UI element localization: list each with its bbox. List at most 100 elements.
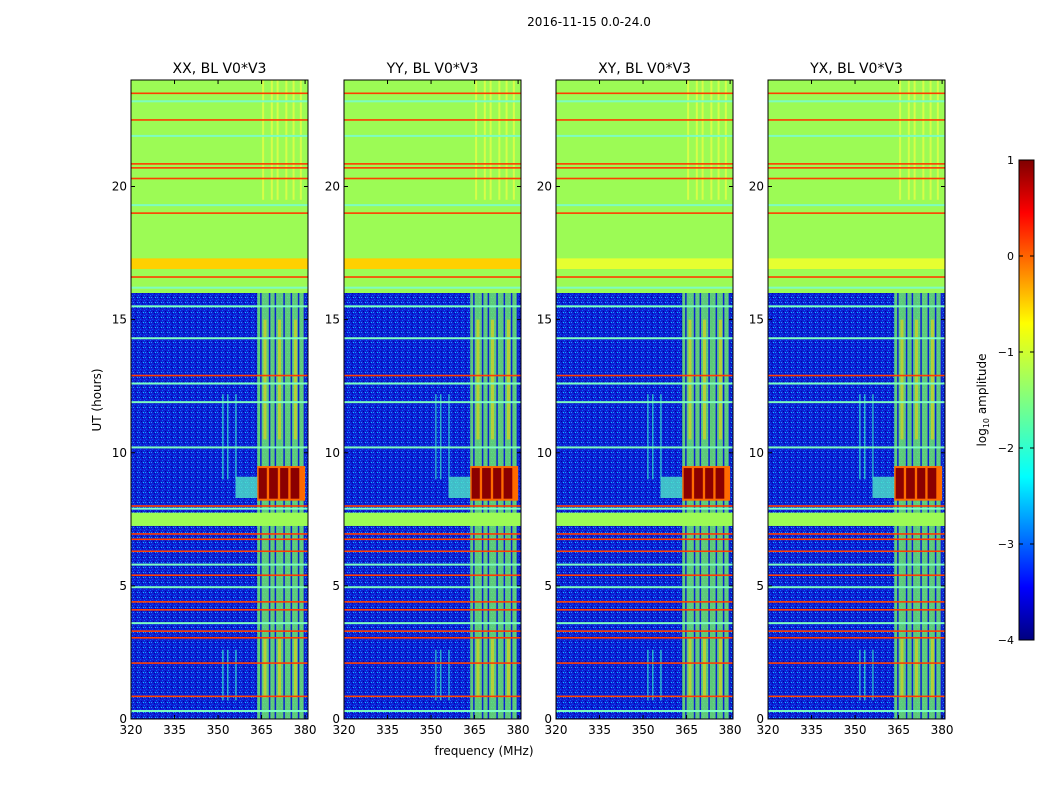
rfi-yellow-0 bbox=[476, 319, 480, 440]
flag-column-1 bbox=[270, 80, 273, 200]
event-core-2 bbox=[705, 468, 714, 499]
red-line-3 bbox=[344, 630, 521, 632]
streak-low-0 bbox=[647, 649, 649, 701]
y-tick-label: 5 bbox=[756, 579, 764, 593]
flag-column-3 bbox=[710, 80, 713, 200]
y-tick-label: 15 bbox=[749, 313, 764, 327]
y-tick-label: 0 bbox=[544, 712, 552, 726]
flag-column-5 bbox=[936, 80, 939, 200]
red-line-13 bbox=[768, 212, 945, 214]
rfi-yellow-low-0 bbox=[900, 639, 904, 698]
event-core-0 bbox=[683, 468, 692, 499]
cyan-line-12 bbox=[556, 134, 733, 137]
cyan-line-9 bbox=[344, 305, 521, 308]
cyan-line-11 bbox=[131, 204, 308, 207]
cyan-line-8 bbox=[131, 337, 308, 340]
cyan-line-4 bbox=[556, 507, 733, 510]
cyan-line-10 bbox=[768, 286, 945, 289]
flag-column-2 bbox=[276, 80, 279, 200]
panel-frame bbox=[555, 79, 734, 720]
colorbar: log10 amplitude 10−1−2−3−4 bbox=[975, 154, 1035, 647]
event-core-1 bbox=[906, 468, 915, 499]
cyan-line-9 bbox=[556, 305, 733, 308]
event-core-3 bbox=[503, 468, 513, 499]
x-tick-label: 320 bbox=[333, 723, 356, 737]
colorbar-tick-label: −2 bbox=[998, 442, 1014, 455]
flag-column-1 bbox=[695, 80, 698, 200]
flag-column-0 bbox=[687, 80, 690, 200]
cyan-line-4 bbox=[344, 507, 521, 510]
y-tick-label: 0 bbox=[119, 712, 127, 726]
flag-column-4 bbox=[717, 80, 720, 200]
cyan-line-12 bbox=[768, 134, 945, 137]
red-line-18 bbox=[556, 92, 733, 95]
red-line-8 bbox=[768, 538, 945, 541]
red-line-9 bbox=[556, 533, 733, 535]
event-core-0 bbox=[258, 468, 267, 499]
cyan-line-3 bbox=[556, 563, 733, 566]
cyan-line-11 bbox=[768, 204, 945, 207]
red-line-6 bbox=[768, 574, 945, 577]
red-line-2 bbox=[131, 636, 308, 639]
red-line-13 bbox=[344, 212, 521, 214]
yellow-band bbox=[344, 258, 521, 270]
y-tick-label: 5 bbox=[119, 579, 127, 593]
x-tick-label: 365 bbox=[463, 723, 486, 737]
red-line-5 bbox=[768, 601, 945, 603]
rfi-yellow-low-1 bbox=[914, 639, 918, 698]
x-tick-label: 350 bbox=[420, 723, 443, 737]
cyan-line-8 bbox=[556, 337, 733, 340]
rfi-yellow-low-1 bbox=[490, 639, 494, 698]
red-line-5 bbox=[131, 601, 308, 603]
red-line-8 bbox=[556, 538, 733, 541]
flag-column-1 bbox=[907, 80, 910, 200]
red-line-15 bbox=[768, 167, 945, 169]
y-axis-label: UT (hours) bbox=[90, 368, 104, 431]
flagged-block-0 bbox=[344, 512, 521, 526]
cyan-line-3 bbox=[131, 563, 308, 566]
x-tick-label: 335 bbox=[376, 723, 399, 737]
cyan-line-0 bbox=[344, 710, 521, 713]
red-line-1 bbox=[131, 662, 308, 664]
flag-column-3 bbox=[285, 80, 288, 200]
streak-low-2 bbox=[235, 649, 237, 701]
x-tick-label: 320 bbox=[120, 723, 143, 737]
flagged-block-0 bbox=[768, 512, 945, 526]
figure-suptitle: 2016-11-15 0.0-24.0 bbox=[527, 15, 651, 29]
y-tick-label: 15 bbox=[325, 313, 340, 327]
red-line-7 bbox=[131, 550, 308, 553]
red-line-9 bbox=[768, 533, 945, 535]
streak-low-2 bbox=[872, 649, 874, 701]
cyan-line-9 bbox=[131, 305, 308, 308]
y-tick-label: 20 bbox=[749, 180, 764, 194]
cyan-line-6 bbox=[556, 401, 733, 404]
yellow-band bbox=[556, 258, 733, 270]
flag-column-2 bbox=[913, 80, 916, 200]
event-halo bbox=[235, 476, 258, 499]
flag-column-4 bbox=[929, 80, 932, 200]
event-core-1 bbox=[482, 468, 491, 499]
rfi-yellow-0 bbox=[263, 319, 267, 440]
cyan-line-13 bbox=[556, 100, 733, 103]
flag-column-3 bbox=[498, 80, 501, 200]
cyan-line-7 bbox=[768, 382, 945, 385]
red-line-18 bbox=[131, 92, 308, 95]
x-tick-label: 350 bbox=[632, 723, 655, 737]
streak-mid-0 bbox=[859, 394, 861, 480]
y-tick-label: 0 bbox=[332, 712, 340, 726]
cyan-line-2 bbox=[131, 586, 308, 589]
x-tick-label: 380 bbox=[719, 723, 742, 737]
event-core-2 bbox=[493, 468, 502, 499]
rfi-yellow-low-0 bbox=[476, 639, 480, 698]
cyan-line-3 bbox=[768, 563, 945, 566]
streak-mid-1 bbox=[227, 394, 229, 480]
cyan-line-5 bbox=[556, 446, 733, 449]
flag-column-5 bbox=[299, 80, 302, 200]
red-line-7 bbox=[556, 550, 733, 553]
colorbar-label-base: log bbox=[975, 428, 989, 446]
cyan-line-11 bbox=[344, 204, 521, 207]
rfi-yellow-1 bbox=[277, 319, 281, 440]
red-line-12 bbox=[556, 276, 733, 278]
red-line-0 bbox=[768, 695, 945, 698]
